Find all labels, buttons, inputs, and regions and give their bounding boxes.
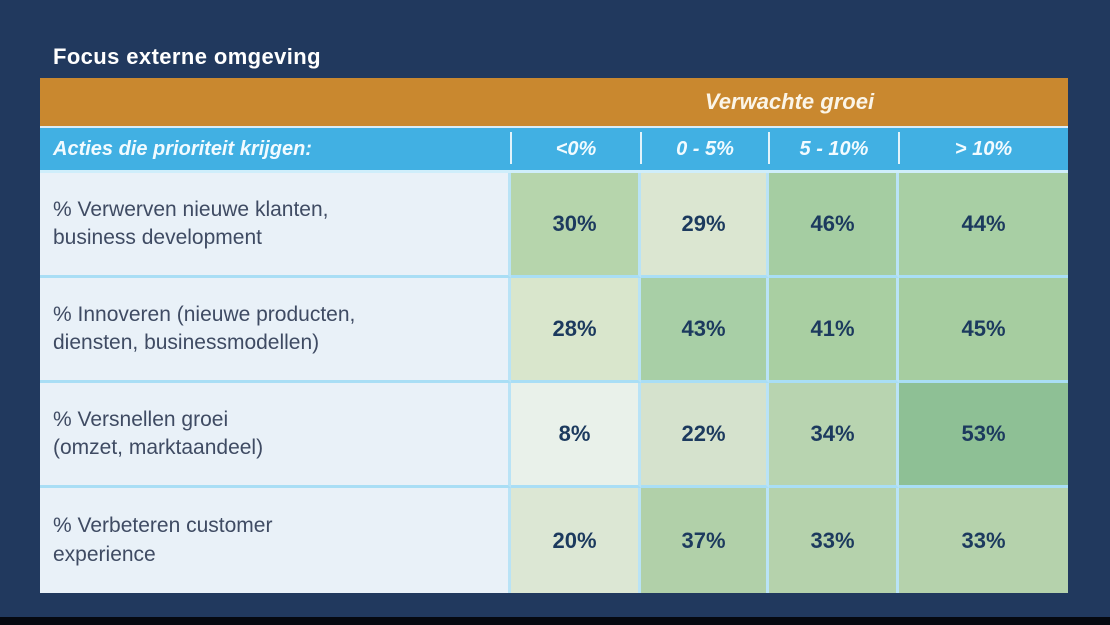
value-cell: 22% <box>641 383 769 488</box>
column-header-gt10: > 10% <box>898 128 1068 170</box>
data-grid: % Verwerven nieuwe klanten, business dev… <box>40 173 1068 593</box>
value-cell: 43% <box>641 278 769 383</box>
column-header-lt0: <0% <box>510 128 641 170</box>
row-label: % Verwerven nieuwe klanten, business dev… <box>40 173 511 278</box>
value-cell: 45% <box>899 278 1068 383</box>
row-axis-header: Acties die prioriteit krijgen: <box>53 137 312 160</box>
row-label: % Verbeteren customer experience <box>40 488 511 593</box>
column-header-row: Acties die prioriteit krijgen: <0% 0 - 5… <box>40 128 1068 173</box>
column-header-0-5: 0 - 5% <box>640 128 769 170</box>
value-cell: 30% <box>511 173 641 278</box>
value-cell: 34% <box>769 383 899 488</box>
bottom-letterbox-bar <box>0 617 1110 625</box>
value-cell: 33% <box>769 488 899 593</box>
group-header-label: Verwachte groei <box>704 89 875 114</box>
value-cell: 44% <box>899 173 1068 278</box>
value-cell: 28% <box>511 278 641 383</box>
column-header-5-10: 5 - 10% <box>768 128 899 170</box>
value-cell: 53% <box>899 383 1068 488</box>
value-cell: 41% <box>769 278 899 383</box>
page-title: Focus externe omgeving <box>53 44 321 69</box>
value-cell: 29% <box>641 173 769 278</box>
row-label: % Versnellen groei (omzet, marktaandeel) <box>40 383 511 488</box>
value-cell: 20% <box>511 488 641 593</box>
value-cell: 8% <box>511 383 641 488</box>
value-cell: 33% <box>899 488 1068 593</box>
value-cell: 37% <box>641 488 769 593</box>
value-cell: 46% <box>769 173 899 278</box>
row-label: % Innoveren (nieuwe producten, diensten,… <box>40 278 511 383</box>
priority-actions-table: Verwachte groei Acties die prioriteit kr… <box>40 78 1068 594</box>
group-header-row: Verwachte groei <box>40 78 1068 128</box>
